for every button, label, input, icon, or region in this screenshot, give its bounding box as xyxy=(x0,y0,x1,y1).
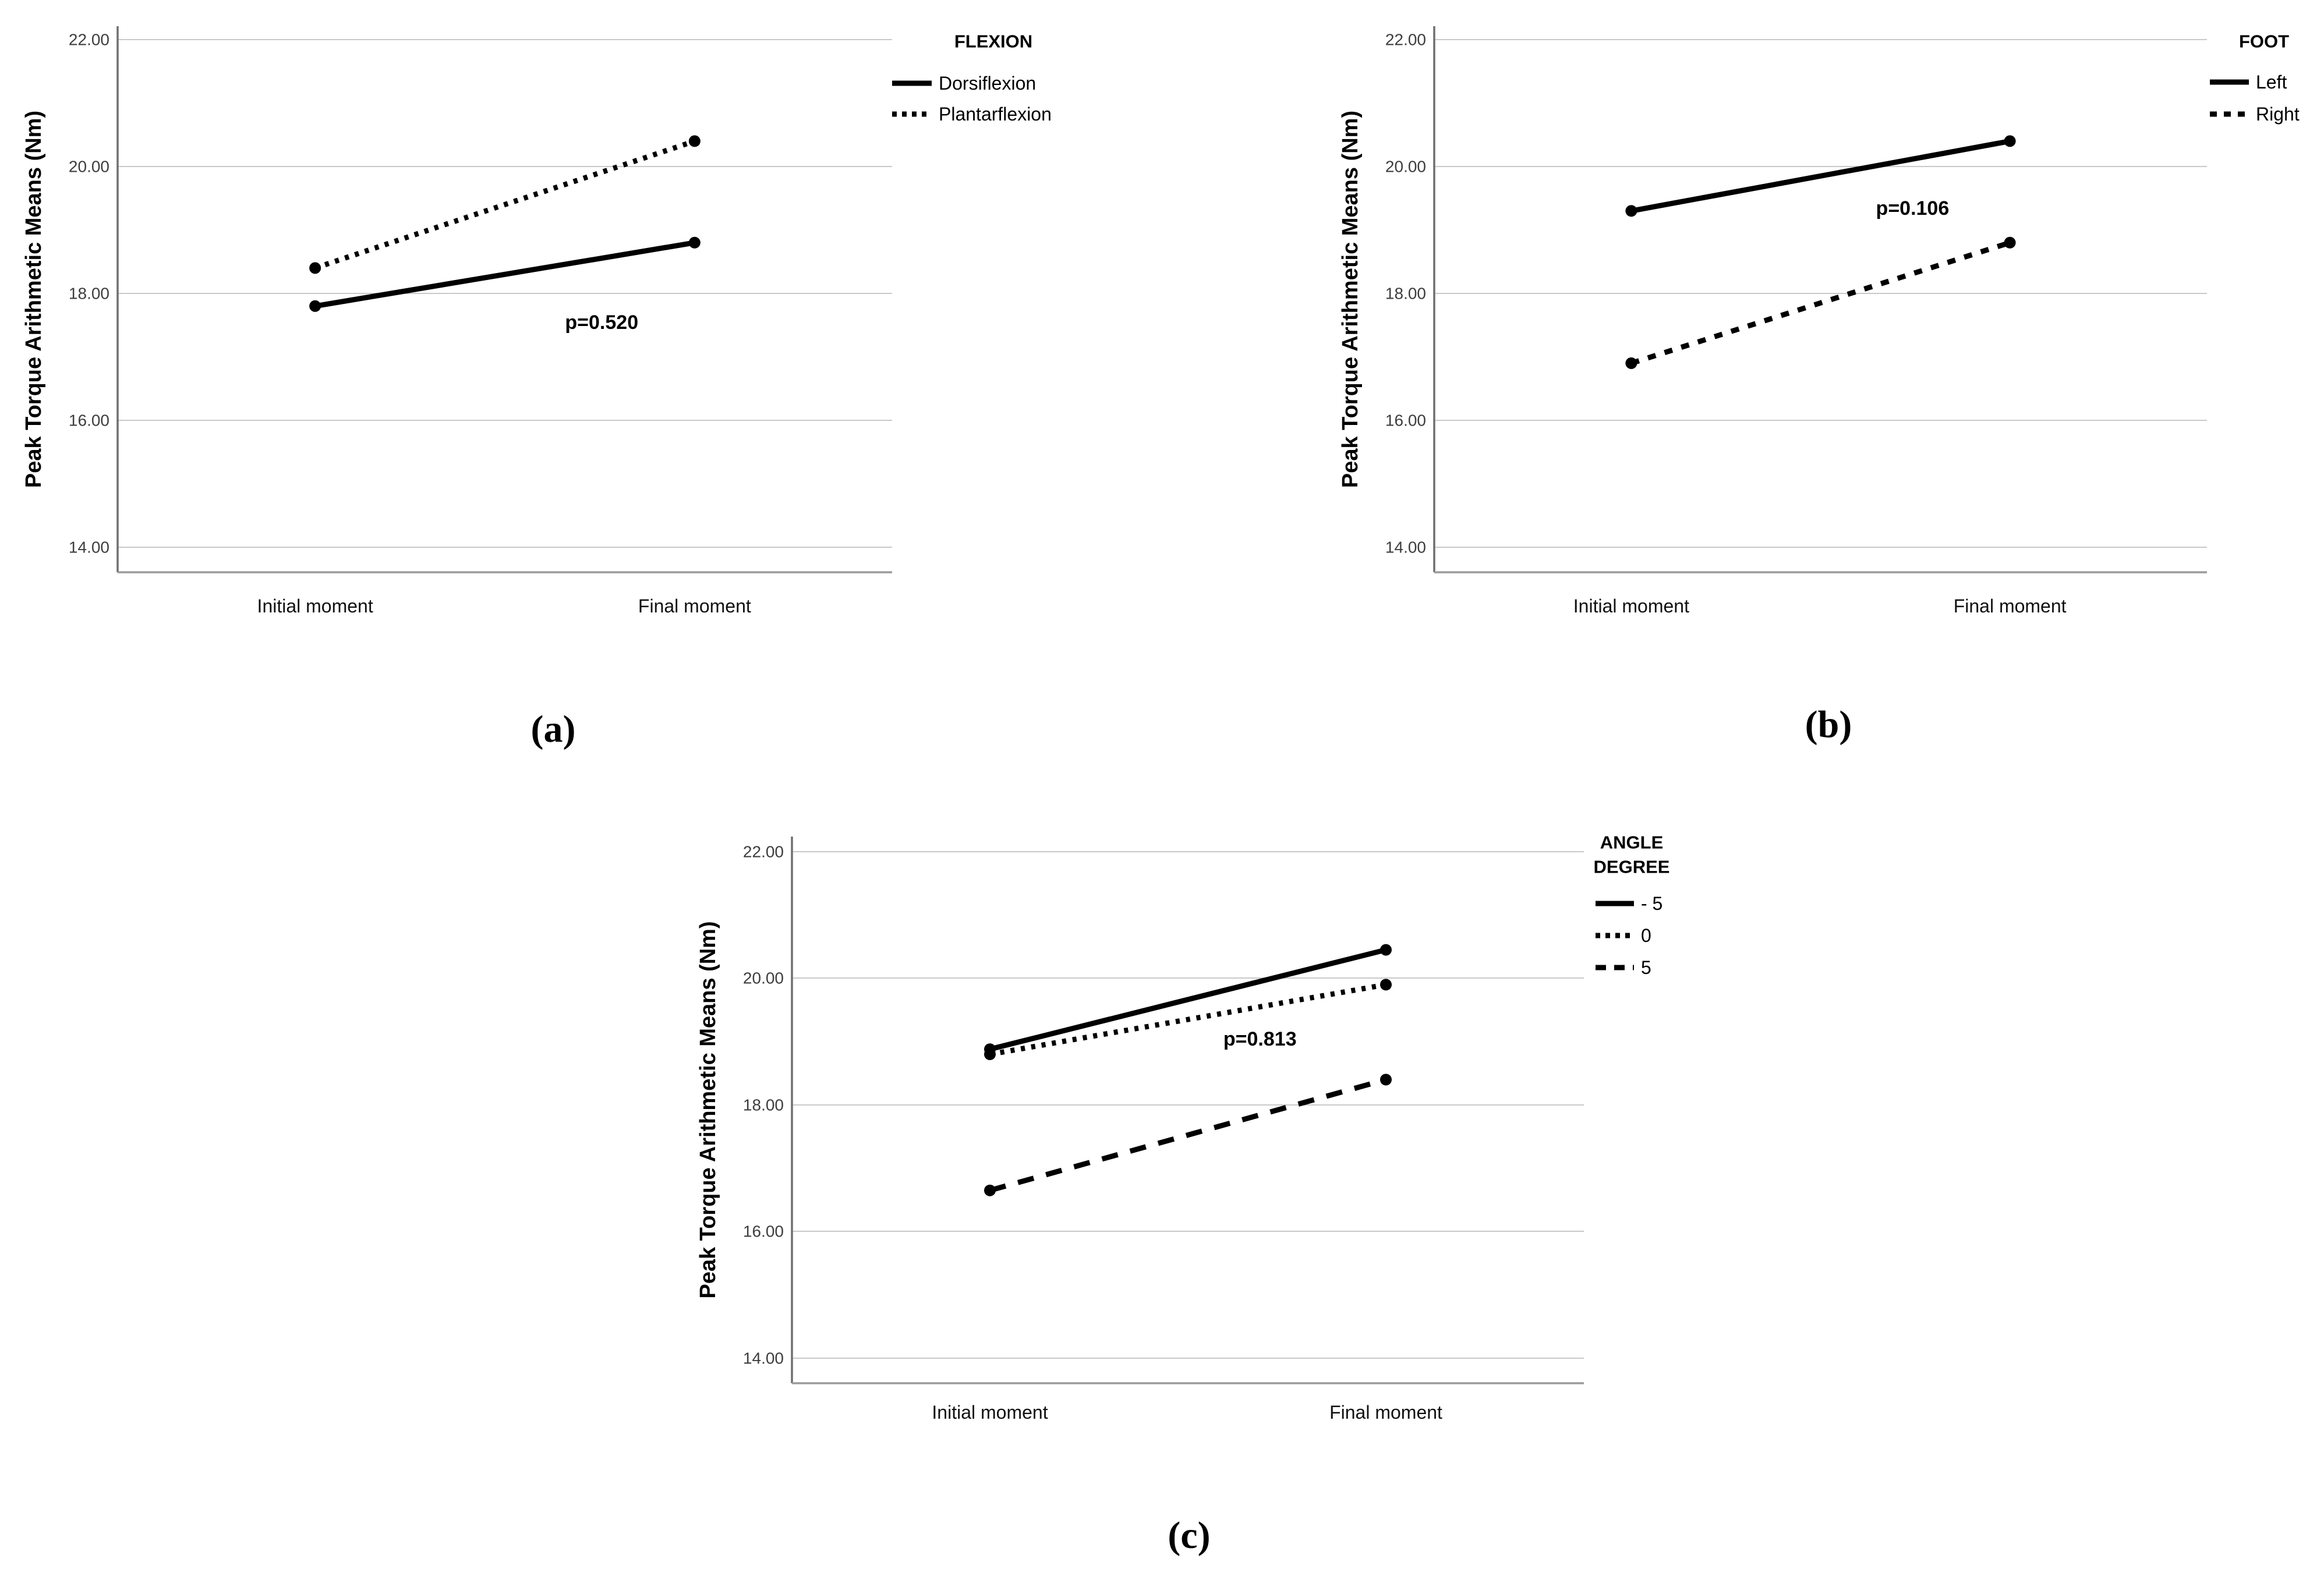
p-value-label: p=0.520 xyxy=(565,311,638,334)
data-point-0-final xyxy=(1380,979,1392,991)
legend-title: DEGREE xyxy=(1594,857,1670,877)
legend-title: FLEXION xyxy=(954,31,1032,52)
data-point-5-final xyxy=(1380,1074,1392,1086)
y-axis-title: Peak Torque Arithmetic Means (Nm) xyxy=(696,921,720,1298)
y-tick-label: 22.00 xyxy=(69,31,109,49)
y-tick-label: 16.00 xyxy=(1385,412,1426,430)
y-tick-label: 20.00 xyxy=(1385,158,1426,176)
legend-title: FOOT xyxy=(2239,31,2289,52)
y-tick-label: 18.00 xyxy=(743,1096,784,1114)
y-tick-label: 22.00 xyxy=(743,843,784,861)
y-tick-label: 22.00 xyxy=(1385,31,1426,49)
legend-label-dorsiflexion: Dorsiflexion xyxy=(939,73,1036,94)
x-category-label-final-moment: Final moment xyxy=(1954,596,2067,617)
data-point-5-initial xyxy=(984,1184,996,1196)
series-line-5 xyxy=(989,947,1387,1052)
chart-c-angle-degree-profile-plot: 22.00 20.00 18.00 16.00 14.00 Initial moment F… xyxy=(696,832,1670,1423)
y-tick-label: 14.00 xyxy=(69,538,109,557)
chart-a-flexion-profile-plot: 22.00 20.00 18.00 16.00 14.00 Initial moment F… xyxy=(22,26,1052,617)
series-line-plantarflexion xyxy=(314,139,696,271)
x-category-label-initial-moment: Initial moment xyxy=(1573,596,1689,617)
x-category-label-final-moment: Final moment xyxy=(638,596,751,617)
x-category-label-initial-moment: Initial moment xyxy=(257,596,373,617)
legend-label-5: - 5 xyxy=(1641,893,1662,914)
data-point-0-initial xyxy=(984,1048,996,1060)
y-axis-title: Peak Torque Arithmetic Means (Nm) xyxy=(22,111,46,488)
y-tick-label: 18.00 xyxy=(1385,285,1426,303)
series-line-5 xyxy=(989,1077,1387,1193)
legend-label-0: 0 xyxy=(1641,925,1651,946)
data-point-plantarflexion-final xyxy=(688,135,701,147)
p-value-label: p=0.106 xyxy=(1876,197,1950,219)
legend-label-left: Left xyxy=(2256,72,2287,93)
series-line-left xyxy=(1630,138,2011,214)
data-point-dorsiflexion-final xyxy=(688,236,701,249)
chart-b-foot-profile-plot: 22.00 20.00 18.00 16.00 14.00 Initial moment F… xyxy=(1338,26,2300,617)
panel-caption-c: (c) xyxy=(1168,1514,1211,1557)
data-point-left-final xyxy=(2004,135,2016,147)
p-value-label: p=0.813 xyxy=(1223,1028,1297,1050)
panel-caption-b: (b) xyxy=(1805,703,1852,746)
data-point-dorsiflexion-initial xyxy=(309,300,321,312)
data-point-right-initial xyxy=(1625,357,1637,369)
data-point-left-initial xyxy=(1625,205,1637,217)
x-category-label-final-moment: Final moment xyxy=(1329,1402,1442,1423)
series-line-dorsiflexion xyxy=(314,240,695,309)
series-line-right xyxy=(1630,240,2011,366)
y-axis-title: Peak Torque Arithmetic Means (Nm) xyxy=(1338,111,1363,488)
data-point-plantarflexion-initial xyxy=(309,262,321,274)
series-line-0 xyxy=(989,982,1386,1057)
legend-label-right: Right xyxy=(2256,104,2300,125)
y-tick-label: 20.00 xyxy=(69,158,109,176)
y-tick-label: 18.00 xyxy=(69,285,109,303)
x-category-label-initial-moment: Initial moment xyxy=(932,1402,1048,1423)
panel-caption-a: (a) xyxy=(530,708,576,750)
y-tick-label: 14.00 xyxy=(1385,538,1426,557)
y-tick-label: 14.00 xyxy=(743,1349,784,1367)
data-point-right-final xyxy=(2004,236,2016,249)
y-tick-label: 16.00 xyxy=(69,412,109,430)
legend-label-5: 5 xyxy=(1641,957,1651,978)
legend-label-plantarflexion: Plantarflexion xyxy=(939,104,1052,125)
y-tick-label: 16.00 xyxy=(743,1223,784,1241)
y-tick-label: 20.00 xyxy=(743,969,784,987)
data-point-5-final xyxy=(1380,944,1392,956)
legend-title: ANGLE xyxy=(1600,832,1664,853)
